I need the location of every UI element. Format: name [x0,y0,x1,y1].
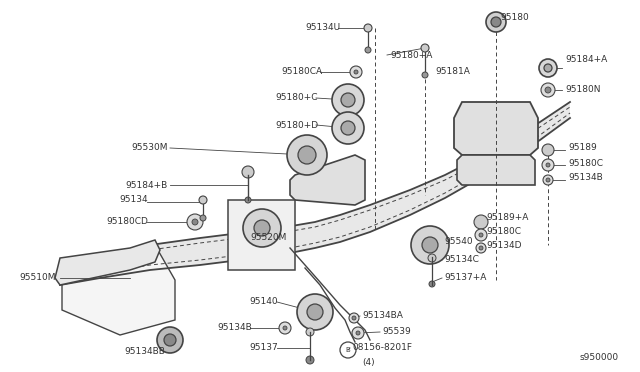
Text: 95134U: 95134U [305,23,340,32]
Text: s950000: s950000 [580,353,619,362]
Circle shape [341,121,355,135]
Text: 95530M: 95530M [131,144,168,153]
Circle shape [486,12,506,32]
Polygon shape [55,240,160,285]
Circle shape [365,47,371,53]
Circle shape [422,72,428,78]
Text: B: B [346,347,350,353]
Circle shape [307,304,323,320]
Text: 95134BB: 95134BB [124,347,165,356]
Text: 95180+D: 95180+D [275,121,318,129]
Text: 95137+A: 95137+A [444,273,486,282]
Circle shape [341,93,355,107]
Circle shape [354,70,358,74]
Circle shape [542,159,554,171]
Circle shape [546,163,550,167]
Text: 95134C: 95134C [444,256,479,264]
Text: 95180C: 95180C [568,158,603,167]
Text: 95540: 95540 [444,237,472,247]
Circle shape [279,322,291,334]
Circle shape [544,64,552,72]
Polygon shape [228,200,295,270]
Circle shape [421,44,429,52]
Circle shape [542,144,554,156]
Circle shape [476,243,486,253]
Circle shape [192,219,198,225]
Text: (4): (4) [362,357,374,366]
Polygon shape [62,245,175,335]
Polygon shape [290,155,365,205]
Text: 95180+A: 95180+A [390,51,433,60]
Circle shape [541,83,555,97]
Text: 95180+C: 95180+C [275,93,318,103]
Text: 95180N: 95180N [565,86,600,94]
Text: 95539: 95539 [382,327,411,337]
Circle shape [474,215,488,229]
Text: 95134D: 95134D [486,241,522,250]
Circle shape [245,197,251,203]
Circle shape [475,229,487,241]
Circle shape [157,327,183,353]
Circle shape [546,178,550,182]
Text: 95510M: 95510M [19,273,56,282]
Circle shape [350,66,362,78]
Text: 95180: 95180 [500,13,529,22]
Polygon shape [60,102,570,285]
Text: 95180CD: 95180CD [106,218,148,227]
Circle shape [349,313,359,323]
Circle shape [479,233,483,237]
Circle shape [479,246,483,250]
Text: 95134B: 95134B [217,324,252,333]
Text: 95184+B: 95184+B [125,180,168,189]
Circle shape [297,294,333,330]
Text: 95189: 95189 [568,144,596,153]
Circle shape [242,166,254,178]
Text: 95181A: 95181A [435,67,470,77]
Circle shape [543,175,553,185]
Circle shape [199,196,207,204]
Text: 08156-8201F: 08156-8201F [352,343,412,353]
Circle shape [352,327,364,339]
Circle shape [200,215,206,221]
Circle shape [306,356,314,364]
Text: 95140: 95140 [250,298,278,307]
Text: 95134: 95134 [120,196,148,205]
Text: 95180C: 95180C [486,228,521,237]
Text: 95137: 95137 [249,343,278,353]
Circle shape [306,328,314,336]
Circle shape [411,226,449,264]
Polygon shape [457,155,535,185]
Text: 95184+A: 95184+A [565,55,607,64]
Text: 95134B: 95134B [568,173,603,183]
Text: 95180CA: 95180CA [281,67,322,77]
Text: 95189+A: 95189+A [486,214,529,222]
Circle shape [332,112,364,144]
Circle shape [287,135,327,175]
Circle shape [364,24,372,32]
Text: 95520M: 95520M [250,234,286,243]
Circle shape [283,326,287,330]
Circle shape [356,331,360,335]
Circle shape [332,84,364,116]
Circle shape [352,316,356,320]
Circle shape [429,281,435,287]
Circle shape [428,254,436,262]
Circle shape [164,334,176,346]
Polygon shape [454,102,538,155]
Circle shape [187,214,203,230]
Circle shape [545,87,551,93]
Circle shape [243,209,281,247]
Text: 95134BA: 95134BA [362,311,403,321]
Circle shape [539,59,557,77]
Circle shape [491,17,501,27]
Circle shape [298,146,316,164]
Circle shape [422,237,438,253]
Circle shape [254,220,270,236]
